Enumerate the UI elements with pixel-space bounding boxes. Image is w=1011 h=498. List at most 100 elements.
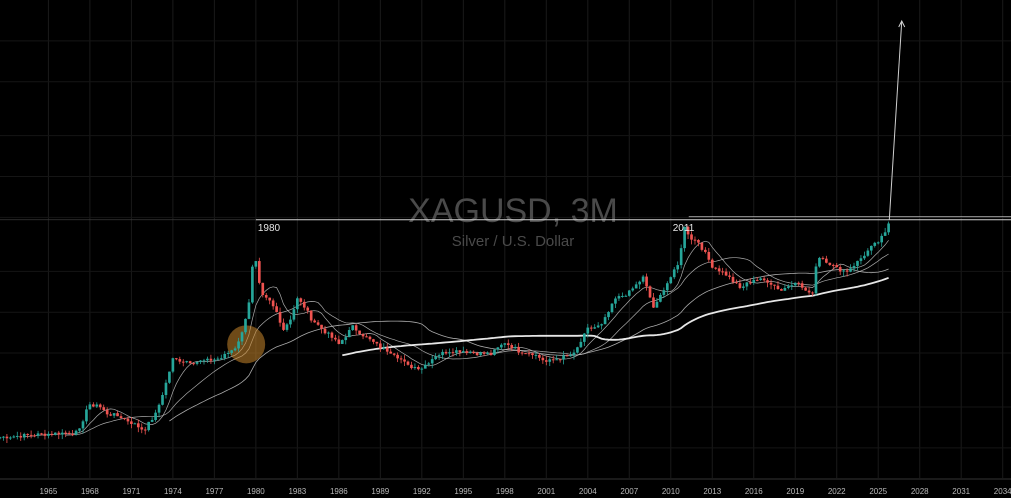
candle-body <box>887 223 890 233</box>
x-tick-2034: 2034 <box>994 487 1011 496</box>
candle <box>292 305 296 322</box>
candle <box>714 267 718 270</box>
candle <box>330 331 334 342</box>
candle-body <box>876 242 880 244</box>
candle <box>358 330 361 335</box>
candle <box>835 262 839 268</box>
candle <box>85 405 88 425</box>
candle-body <box>738 283 742 288</box>
candle-body <box>721 271 724 273</box>
chart-title: XAGUSD, 3M <box>408 192 618 230</box>
candle-body <box>717 268 721 272</box>
candle-body <box>524 353 527 355</box>
candle-body <box>569 355 572 357</box>
candle-body <box>372 339 375 342</box>
breakout-highlight-circle <box>227 325 266 364</box>
candle <box>379 340 382 352</box>
candle-body <box>641 276 645 282</box>
candle <box>669 276 673 285</box>
candle <box>648 285 652 299</box>
candle-body <box>769 282 773 285</box>
candle <box>704 247 707 254</box>
candle <box>2 436 5 441</box>
x-tick-2025: 2025 <box>869 487 887 496</box>
x-tick-1992: 1992 <box>413 487 431 496</box>
candle-body <box>396 354 399 359</box>
candle-body <box>475 352 479 356</box>
candle-body <box>486 352 489 354</box>
candle <box>247 298 251 320</box>
candle-body <box>489 352 493 355</box>
candle-body <box>766 280 769 283</box>
candle-body <box>468 351 472 353</box>
candle-body <box>302 301 306 308</box>
candle <box>188 360 192 364</box>
candle-body <box>264 295 268 298</box>
candle-body <box>814 266 818 294</box>
candle <box>5 433 9 444</box>
candle <box>251 264 254 304</box>
candle-body <box>150 420 154 422</box>
candle <box>185 360 189 364</box>
candle-body <box>123 418 126 420</box>
candle <box>309 310 313 323</box>
candle <box>441 349 444 360</box>
candle-body <box>337 339 341 344</box>
candle <box>627 289 631 297</box>
candle-body <box>126 418 130 422</box>
candle-body <box>74 430 78 435</box>
candle <box>434 353 437 361</box>
candle <box>797 281 801 287</box>
candle-body <box>85 409 88 422</box>
candle-body <box>724 271 728 276</box>
candle-body <box>206 358 209 361</box>
candle-body <box>240 332 244 342</box>
candle-body <box>759 278 762 281</box>
candle-body <box>271 300 275 307</box>
candle <box>455 347 458 356</box>
candle <box>365 333 368 338</box>
candle <box>26 433 29 439</box>
candle-body <box>392 353 396 355</box>
candle <box>517 342 520 356</box>
candle-body <box>278 311 282 323</box>
candle-body <box>43 433 47 436</box>
x-tick-2031: 2031 <box>952 487 970 496</box>
candle <box>306 305 310 314</box>
candle-body <box>347 330 351 338</box>
candle <box>60 429 64 440</box>
candle-body <box>306 307 310 311</box>
candle <box>665 281 669 295</box>
candle <box>458 350 462 357</box>
candle-body <box>755 279 759 281</box>
candle <box>596 322 600 329</box>
candle-body <box>800 283 804 288</box>
candle <box>721 267 724 276</box>
candle <box>257 257 261 285</box>
candle <box>181 359 185 367</box>
x-tick-2022: 2022 <box>828 487 846 496</box>
candle-body <box>603 317 607 325</box>
candle <box>818 256 821 268</box>
candle <box>645 273 648 291</box>
candle <box>804 286 807 291</box>
candle <box>472 350 476 355</box>
candle-body <box>95 404 99 407</box>
candle <box>876 241 880 245</box>
candle-body <box>807 290 811 293</box>
candle <box>74 429 78 436</box>
candle <box>475 351 479 356</box>
candle-body <box>517 347 520 353</box>
candle <box>372 338 375 345</box>
candle <box>576 346 579 354</box>
candle <box>147 421 151 432</box>
candle-body <box>33 435 36 437</box>
ma-medium-line <box>65 253 889 436</box>
candle-body <box>748 282 752 284</box>
candle <box>728 271 731 280</box>
candle <box>33 433 36 438</box>
candle <box>883 227 887 236</box>
candle <box>67 430 71 435</box>
candle-body <box>686 226 690 235</box>
